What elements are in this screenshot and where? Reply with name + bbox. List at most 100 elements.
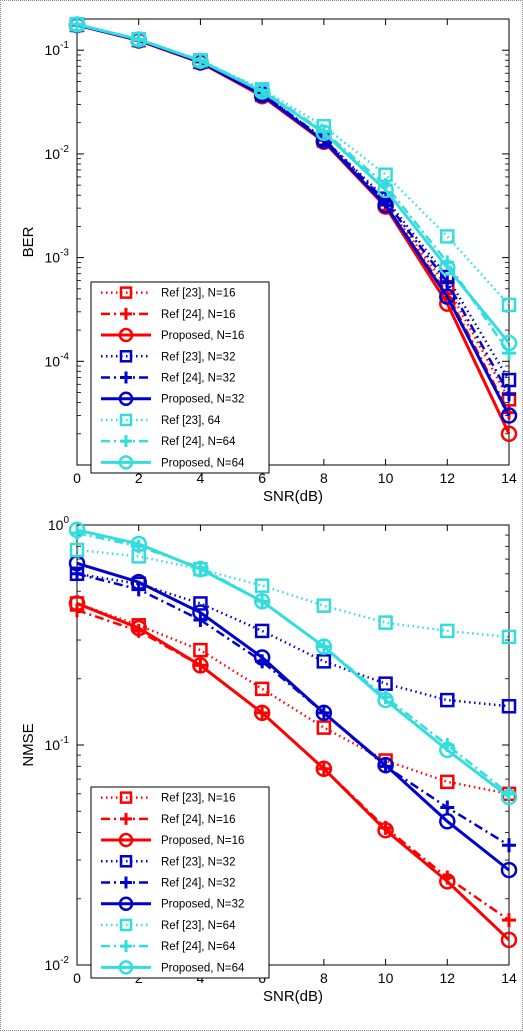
legend-label: Ref [23], N=32: [161, 856, 235, 868]
data-point-marker: [500, 931, 518, 949]
x-tick-label: 12: [439, 470, 455, 486]
data-point-marker: [501, 297, 517, 313]
data-point-marker: [439, 813, 456, 830]
data-point-marker: [439, 873, 456, 890]
legend-marker: [120, 940, 132, 953]
legend-label: Proposed, N=16: [161, 835, 244, 847]
legend-marker: [120, 812, 132, 825]
legend-marker: [119, 791, 133, 804]
legend-marker: [118, 896, 134, 911]
data-point-marker: [68, 521, 86, 539]
series-proposed-n-64: [68, 16, 518, 352]
series-line: [76, 548, 510, 639]
data-point-marker: [253, 704, 271, 722]
data-point-marker: [130, 31, 147, 48]
data-point-marker: [253, 649, 271, 666]
data-point-marker: [130, 535, 147, 553]
legend-label: Ref [23], N=64: [161, 920, 236, 932]
series-proposed-n-64: [68, 521, 518, 806]
series-line: [76, 23, 511, 400]
data-point-marker: [501, 629, 517, 645]
legend-marker: [119, 286, 133, 299]
data-point-marker: [193, 642, 208, 658]
data-point-marker: [192, 560, 209, 578]
chart-1-legend: Ref [23], N=16 Ref [24], N=16 Proposed, N=…: [90, 281, 270, 474]
x-tick-label: 10: [378, 970, 394, 986]
legend-label: Ref [24], N=16: [161, 309, 235, 321]
data-point-marker: [502, 838, 516, 853]
legend-label: Ref [24], N=64: [161, 436, 236, 448]
data-point-marker: [500, 425, 518, 443]
chart-2-xlabel: SNR(dB): [263, 988, 323, 1005]
series-line: [76, 23, 511, 344]
data-point-marker: [130, 573, 147, 591]
data-point-marker: [315, 124, 333, 141]
x-tick-label: 2: [135, 470, 143, 486]
data-point-marker: [500, 861, 518, 879]
data-point-marker: [502, 387, 516, 402]
data-point-marker: [315, 638, 333, 655]
legend-marker: [120, 435, 132, 448]
legend-label: Ref [24], N=16: [161, 814, 235, 826]
legend-marker: [120, 371, 132, 384]
chart-2-legend: Ref [23], N=16 Ref [24], N=16 Proposed, N=…: [90, 786, 270, 979]
data-point-marker: [500, 407, 518, 424]
data-point-marker: [377, 691, 394, 709]
chart-1: 0 2 4 6 8 10 12 14 10-1 10-2 10-3 10-4 SNR(dB) BER Ref…: [20, 16, 518, 505]
series-proposed-n-16: [68, 595, 518, 949]
data-point-marker: [440, 774, 455, 790]
data-point-marker: [316, 654, 332, 669]
legend-label: Ref [24], N=64: [161, 941, 236, 953]
data-point-marker: [440, 800, 455, 815]
y-tick-label: 10-3: [45, 248, 70, 266]
legend-label: Ref [23], 64: [161, 415, 221, 427]
y-tick-label: 10-4: [45, 351, 70, 369]
y-tick-label: 100: [48, 515, 70, 533]
series-line: [76, 561, 510, 872]
x-tick-label: 8: [320, 970, 328, 986]
data-point-marker: [315, 704, 333, 722]
legend-marker: [120, 876, 132, 889]
data-point-marker: [378, 676, 393, 691]
legend-marker: [120, 307, 132, 320]
data-point-marker: [254, 623, 270, 639]
data-point-marker: [500, 334, 518, 352]
data-point-marker: [500, 788, 518, 806]
legend-marker: [118, 832, 134, 848]
x-tick-label: 10: [378, 470, 394, 486]
data-point-marker: [502, 346, 516, 361]
legend-marker: [118, 455, 134, 470]
x-tick-label: 0: [73, 470, 81, 486]
legend-label: Proposed, N=64: [161, 457, 245, 469]
data-point-marker: [192, 52, 209, 70]
x-tick-label: 14: [501, 470, 517, 486]
x-tick-label: 14: [501, 970, 517, 986]
data-point-marker: [316, 720, 332, 735]
data-point-marker: [440, 692, 455, 708]
data-point-marker: [192, 657, 209, 674]
data-point-marker: [68, 16, 86, 33]
data-point-marker: [68, 595, 86, 612]
data-point-marker: [253, 593, 271, 610]
data-point-marker: [439, 288, 456, 305]
data-point-marker: [377, 181, 394, 199]
series-line: [76, 531, 510, 795]
series-line: [76, 23, 510, 306]
data-point-marker: [377, 196, 394, 214]
legend-label: Proposed, N=16: [161, 330, 244, 342]
legend-marker: [119, 855, 133, 868]
y-tick-label: 10-2: [45, 144, 70, 162]
series-proposed-n-32: [68, 555, 518, 879]
series-ref-23-n-64: [69, 542, 517, 645]
data-point-marker: [439, 741, 456, 759]
data-point-marker: [316, 598, 332, 613]
data-point-marker: [501, 699, 517, 714]
data-point-marker: [253, 83, 271, 100]
y-tick-label: 10-1: [45, 40, 70, 58]
x-tick-label: 4: [197, 470, 205, 486]
data-point-marker: [377, 756, 394, 774]
series-line: [76, 602, 511, 942]
